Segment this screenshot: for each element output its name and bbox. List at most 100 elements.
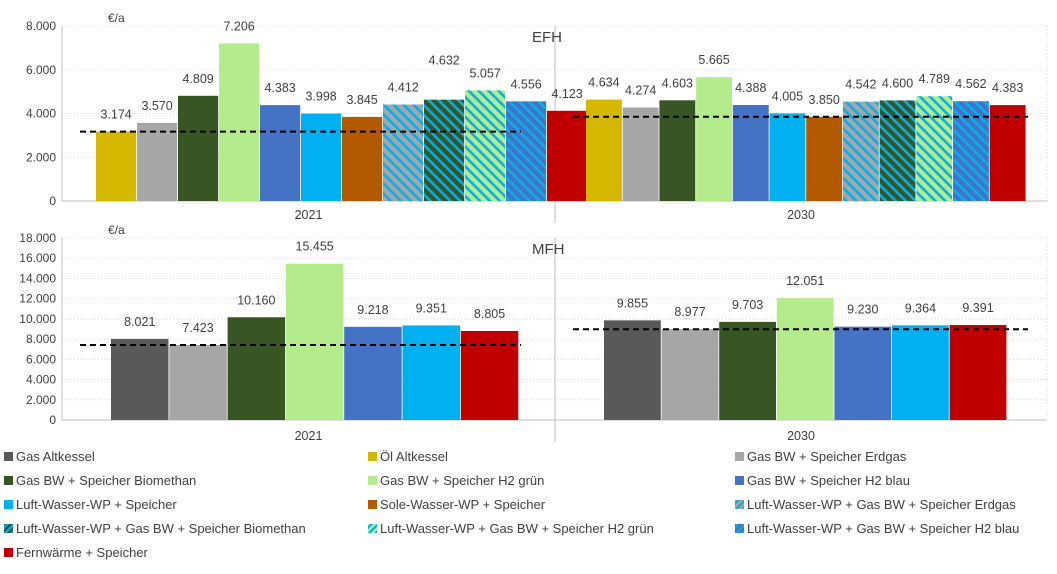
data-label: 4.412 [387,80,418,94]
bar [169,344,227,420]
legend-swatch [368,475,377,485]
bar [96,131,137,201]
bar [227,317,286,420]
bar [383,104,424,201]
data-label: 9.230 [847,303,878,317]
bar [137,122,178,201]
data-label: 3.850 [809,93,840,107]
bar [344,326,402,420]
legend-swatch [735,499,744,509]
legend-swatch [735,451,744,461]
y-tick-label: 0 [49,194,56,208]
data-label: 9.351 [416,301,447,315]
legend-swatch [4,451,13,461]
panel-label: MFH [532,241,565,258]
bar [953,101,989,201]
bar [111,338,169,420]
bar [879,100,916,201]
data-label: 4.809 [182,72,213,86]
bar [949,325,1007,420]
legend-swatch [368,451,377,461]
data-label: 4.634 [588,76,619,90]
panel-label: EFH [532,29,562,46]
data-label: 9.391 [962,301,993,315]
bar [260,105,301,201]
y-tick-label: 14.000 [19,271,56,285]
data-label: 4.562 [955,77,986,91]
legend-label: Luft-Wasser-WP + Speicher [16,496,177,512]
bar [219,43,260,202]
bar [460,330,519,420]
bar [178,95,219,201]
data-label: 4.789 [919,72,950,86]
data-label: 9.218 [357,303,388,317]
category-label: 2030 [787,429,815,443]
data-label: 8.021 [124,315,155,329]
y-tick-label: 12.000 [19,292,56,306]
legend-swatch [735,475,744,485]
data-label: 3.174 [100,108,131,122]
legend-item: Gas BW + Speicher H2 grün [368,470,544,490]
bar [465,90,506,201]
data-label: 9.364 [905,301,936,315]
bar [696,77,732,201]
bar [806,116,843,201]
bar [661,329,719,420]
data-label: 3.998 [305,90,336,104]
data-label: 5.665 [698,53,729,67]
legend-label: Gas Altkessel [16,448,95,464]
legend-item: Luft-Wasser-WP + Gas BW + Speicher H2 bl… [735,518,1019,538]
bar [604,320,661,420]
chart-svg: 0 2.000 4.000 6.000 8.000 €/a EFH 3.174 3.570 4.8… [19,11,1048,443]
y-tick-label: 0 [49,413,56,427]
bar [842,101,879,201]
data-label: 4.603 [662,76,693,90]
legend-item: Luft-Wasser-WP + Gas BW + Speicher Biome… [4,518,306,538]
data-label: 4.123 [551,87,582,101]
data-label: 4.005 [772,89,803,103]
legend-swatch [4,499,13,509]
y-tick-label: 2.000 [26,393,56,407]
bar [776,298,834,420]
category-label: 2021 [295,429,323,443]
data-label: 5.057 [469,66,500,80]
bar [719,321,776,420]
legend-label: Luft-Wasser-WP + Gas BW + Speicher Biome… [16,520,306,536]
data-label: 4.388 [735,81,766,95]
data-label: 8.805 [474,307,505,321]
legend-swatch [4,523,13,533]
data-label: 7.206 [223,19,254,33]
data-label: 4.274 [625,84,656,98]
legend: Gas Altkessel Öl Altkessel Gas BW + Speich… [0,444,1057,574]
data-label: 3.570 [141,99,172,113]
legend-label: Gas BW + Speicher H2 blau [747,472,910,488]
data-label: 15.455 [296,240,334,254]
bar [424,99,465,201]
y-tick-label: 10.000 [19,312,56,326]
legend-item: Gas BW + Speicher Erdgas [735,446,906,466]
unit-label: €/a [108,11,125,25]
data-label: 8.977 [674,305,705,319]
data-label: 10.160 [237,293,275,307]
data-label: 4.542 [845,78,876,92]
data-label: 4.632 [428,54,459,68]
data-label: 7.423 [182,321,213,335]
legend-label: Gas BW + Speicher Biomethan [16,472,197,488]
bar [732,105,769,201]
bar [285,263,344,420]
legend-item: Fernwärme + Speicher [4,542,148,562]
legend-label: Gas BW + Speicher H2 grün [380,472,545,488]
data-label: 4.383 [264,81,295,95]
bar [769,113,806,201]
legend-swatch [4,547,13,557]
bar [506,101,547,201]
bar [622,107,659,201]
bar [586,99,622,201]
bar [916,96,953,201]
legend-label: Öl Altkessel [380,448,448,464]
legend-label: Luft-Wasser-WP + Gas BW + Speicher H2 gr… [380,520,654,536]
bar [989,105,1026,201]
y-tick-label: 6.000 [26,352,56,366]
legend-swatch [4,475,13,485]
y-tick-label: 18.000 [19,231,56,245]
